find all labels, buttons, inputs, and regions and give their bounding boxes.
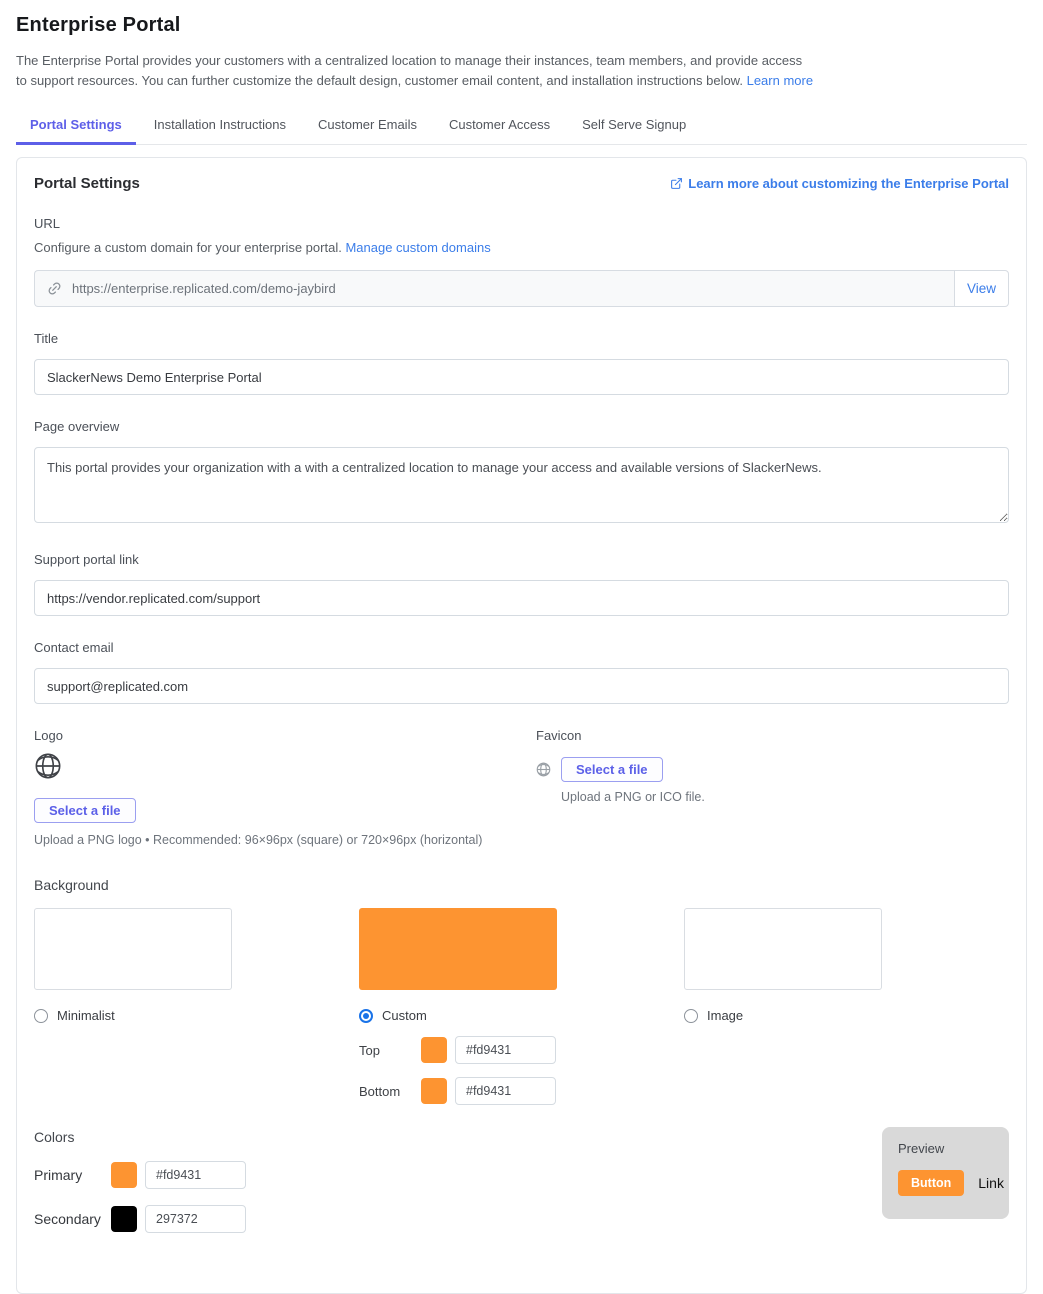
custom-radio-row[interactable]: Custom — [359, 1008, 684, 1023]
primary-color-swatch[interactable] — [111, 1162, 137, 1189]
background-options-row: Minimalist Custom Top Bottom — [34, 908, 1009, 1106]
logo-favicon-row: Logo Select a file Upload a PNG logo • R… — [34, 728, 1009, 847]
card-title: Portal Settings — [34, 175, 140, 193]
background-bottom-hex-input[interactable] — [455, 1077, 556, 1106]
tab-bar: Portal Settings Installation Instruction… — [16, 109, 1027, 146]
background-option-custom: Custom Top Bottom — [359, 908, 684, 1106]
background-option-image: Image — [684, 908, 1009, 1105]
primary-color-label: Primary — [34, 1167, 83, 1184]
title-input[interactable] — [34, 359, 1009, 396]
favicon-select-file-button[interactable]: Select a file — [561, 757, 663, 783]
support-portal-link-input[interactable] — [34, 580, 1009, 617]
manage-custom-domains-link[interactable]: Manage custom domains — [345, 240, 491, 256]
favicon-globe-icon — [536, 762, 551, 777]
preview-button[interactable]: Button — [898, 1170, 965, 1197]
secondary-color-label: Secondary — [34, 1211, 101, 1228]
tab-installation-instructions[interactable]: Installation Instructions — [153, 117, 286, 133]
logo-help-text: Upload a PNG logo • Recommended: 96×96px… — [34, 833, 483, 848]
url-help: Configure a custom domain for your enter… — [34, 240, 1009, 255]
colors-label: Colors — [34, 1129, 75, 1146]
minimalist-radio-row[interactable]: Minimalist — [34, 1008, 359, 1023]
contact-email-label: Contact email — [34, 640, 114, 656]
page-overview-textarea[interactable]: This portal provides your organization w… — [34, 447, 1009, 524]
external-link-icon — [670, 177, 683, 190]
card-header: Portal Settings Learn more about customi… — [34, 175, 1009, 192]
favicon-section: Favicon Select a file Upload a PNG or IC… — [536, 728, 705, 847]
page-title: Enterprise Portal — [16, 14, 181, 36]
url-help-text: Configure a custom domain for your enter… — [34, 240, 342, 256]
colors-preview-panel: Preview Button Link — [882, 1127, 1009, 1220]
background-bottom-swatch[interactable] — [421, 1078, 447, 1105]
image-preview-box[interactable] — [684, 908, 882, 991]
favicon-row: Select a file — [536, 757, 705, 783]
tab-customer-emails[interactable]: Customer Emails — [317, 117, 417, 133]
favicon-help-text: Upload a PNG or ICO file. — [561, 790, 705, 805]
custom-preview-box[interactable] — [359, 908, 557, 991]
background-bottom-label: Bottom — [359, 1083, 401, 1099]
logo-label: Logo — [34, 728, 63, 744]
link-icon — [44, 278, 65, 299]
title-label: Title — [34, 331, 59, 347]
contact-email-input[interactable] — [34, 668, 1009, 705]
custom-radio[interactable] — [359, 1008, 373, 1023]
preview-link[interactable]: Link — [978, 1175, 1004, 1192]
background-top-swatch[interactable] — [421, 1037, 447, 1064]
minimalist-preview-box[interactable] — [34, 908, 232, 991]
tab-portal-settings[interactable]: Portal Settings — [16, 109, 136, 146]
support-portal-link-label: Support portal link — [34, 552, 139, 568]
image-radio-row[interactable]: Image — [684, 1008, 1009, 1023]
background-option-minimalist: Minimalist — [34, 908, 359, 1105]
url-field-wrap — [34, 270, 954, 308]
colors-section: Colors Primary Secondary Preview Button … — [34, 1127, 1009, 1234]
background-label: Background — [34, 877, 109, 894]
url-label: URL — [34, 216, 61, 232]
view-button[interactable]: View — [954, 270, 1009, 308]
primary-color-hex-input[interactable] — [145, 1161, 246, 1190]
primary-color-row: Primary — [34, 1161, 1009, 1190]
portal-settings-card: Portal Settings Learn more about customi… — [16, 157, 1027, 1294]
background-bottom-row: Bottom — [359, 1077, 684, 1106]
image-radio-label: Image — [707, 1008, 744, 1024]
secondary-color-swatch[interactable] — [111, 1206, 137, 1233]
logo-globe-icon — [34, 752, 62, 780]
tab-customer-access[interactable]: Customer Access — [448, 117, 551, 133]
url-input-group: View — [34, 270, 1009, 308]
page-description: The Enterprise Portal provides your cust… — [16, 51, 816, 91]
background-top-row: Top — [359, 1036, 684, 1065]
portal-url-input[interactable] — [72, 281, 942, 297]
customize-learn-more-link[interactable]: Learn more about customizing the Enterpr… — [670, 176, 1009, 191]
background-top-label: Top — [359, 1042, 380, 1058]
tab-self-serve-signup[interactable]: Self Serve Signup — [582, 117, 687, 133]
minimalist-radio-label: Minimalist — [57, 1008, 115, 1024]
preview-row: Button Link — [898, 1170, 1004, 1197]
customize-learn-more-label: Learn more about customizing the Enterpr… — [688, 176, 1009, 192]
learn-more-link[interactable]: Learn more — [746, 73, 814, 89]
page-description-text: The Enterprise Portal provides your cust… — [16, 53, 803, 89]
logo-select-file-button[interactable]: Select a file — [34, 798, 136, 824]
minimalist-radio[interactable] — [34, 1008, 48, 1023]
image-radio[interactable] — [684, 1008, 698, 1023]
secondary-color-hex-input[interactable] — [145, 1205, 246, 1234]
background-top-hex-input[interactable] — [455, 1036, 556, 1065]
logo-section: Logo Select a file Upload a PNG logo • R… — [34, 728, 536, 847]
favicon-label: Favicon — [536, 728, 582, 744]
page-overview-label: Page overview — [34, 419, 120, 435]
custom-radio-label: Custom — [382, 1008, 427, 1024]
secondary-color-row: Secondary — [34, 1205, 1009, 1234]
